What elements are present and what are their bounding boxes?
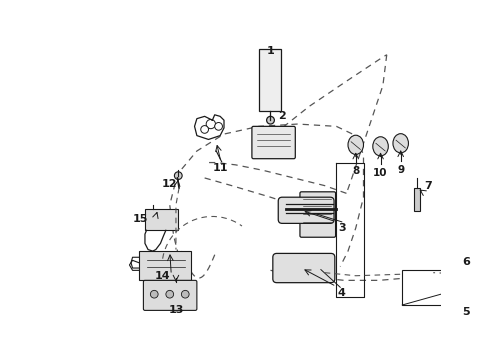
Text: 15: 15 <box>133 214 148 224</box>
Text: 5: 5 <box>462 306 469 316</box>
Text: 3: 3 <box>338 222 345 233</box>
FancyBboxPatch shape <box>145 209 177 230</box>
Text: 8: 8 <box>352 166 359 176</box>
Ellipse shape <box>150 291 158 298</box>
Text: 4: 4 <box>338 288 346 298</box>
Ellipse shape <box>458 237 473 253</box>
FancyBboxPatch shape <box>139 251 192 280</box>
Text: 14: 14 <box>154 271 170 281</box>
Text: 10: 10 <box>373 168 388 178</box>
Text: 11: 11 <box>212 163 228 172</box>
Text: 7: 7 <box>424 181 432 191</box>
Ellipse shape <box>166 291 173 298</box>
Ellipse shape <box>201 126 209 133</box>
Ellipse shape <box>393 134 409 153</box>
Ellipse shape <box>174 172 182 180</box>
Text: 9: 9 <box>397 165 404 175</box>
Bar <box>259 49 281 111</box>
Ellipse shape <box>267 116 274 124</box>
Text: 6: 6 <box>462 257 470 267</box>
Text: 2: 2 <box>278 111 286 121</box>
FancyBboxPatch shape <box>278 197 334 223</box>
Text: 12: 12 <box>162 179 177 189</box>
FancyBboxPatch shape <box>252 126 295 159</box>
Ellipse shape <box>181 291 189 298</box>
Ellipse shape <box>373 137 388 156</box>
FancyBboxPatch shape <box>273 253 335 283</box>
Bar <box>402 270 490 305</box>
Text: 1: 1 <box>267 46 274 56</box>
Ellipse shape <box>348 135 364 154</box>
FancyBboxPatch shape <box>144 280 197 310</box>
FancyBboxPatch shape <box>300 192 336 237</box>
Bar <box>414 188 420 211</box>
Ellipse shape <box>206 120 216 129</box>
Text: 13: 13 <box>168 305 184 315</box>
Ellipse shape <box>215 122 222 130</box>
